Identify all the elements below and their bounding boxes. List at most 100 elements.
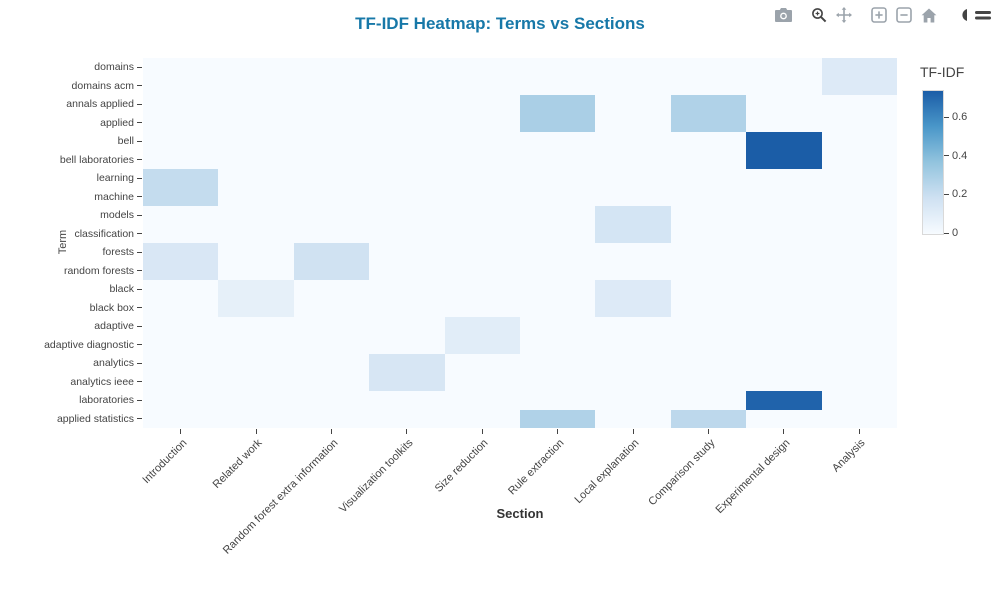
heatmap-cell[interactable] [218,261,294,280]
heatmap-cell[interactable] [444,391,520,410]
heatmap-cell[interactable] [444,206,520,225]
heatmap-cell[interactable] [821,409,897,428]
heatmap-cell[interactable] [821,206,897,225]
heatmap-cell[interactable] [670,335,747,354]
heatmap-cell[interactable] [520,113,596,132]
heatmap-cell[interactable] [369,391,445,410]
heatmap-cell[interactable] [821,261,897,280]
heatmap-cell[interactable] [369,150,445,169]
heatmap-cell[interactable] [444,113,520,132]
heatmap-cell[interactable] [444,354,520,373]
heatmap-cell[interactable] [444,187,520,206]
heatmap-cell[interactable] [444,317,520,336]
heatmap-cell[interactable] [595,317,671,336]
heatmap-cell[interactable] [218,187,294,206]
heatmap-cell[interactable] [821,224,897,243]
heatmap-cell[interactable] [746,58,822,77]
heatmap-cell[interactable] [143,280,219,299]
heatmap-cell[interactable] [444,95,520,114]
heatmap-cell[interactable] [143,335,219,354]
heatmap-cell[interactable] [595,206,671,225]
heatmap-cell[interactable] [821,113,897,132]
heatmap-cell[interactable] [821,187,897,206]
heatmap-cell[interactable] [595,187,671,206]
heatmap-cell[interactable] [143,243,219,262]
heatmap-cell[interactable] [143,150,219,169]
heatmap-cell[interactable] [218,169,294,188]
heatmap-cell[interactable] [746,206,822,225]
heatmap-cell[interactable] [444,58,520,77]
heatmap-cell[interactable] [369,58,445,77]
heatmap-cell[interactable] [143,113,219,132]
heatmap-cell[interactable] [218,113,294,132]
heatmap-cell[interactable] [746,243,822,262]
heatmap-cell[interactable] [369,76,445,95]
heatmap-cell[interactable] [821,317,897,336]
heatmap-cell[interactable] [746,298,822,317]
heatmap-cell[interactable] [293,335,370,354]
heatmap-cell[interactable] [444,76,520,95]
heatmap-cell[interactable] [293,354,370,373]
heatmap-cell[interactable] [293,243,370,262]
heatmap-cell[interactable] [444,132,520,151]
heatmap-cell[interactable] [369,132,445,151]
heatmap-cell[interactable] [369,335,445,354]
heatmap-cell[interactable] [293,76,370,95]
heatmap-cell[interactable] [746,224,822,243]
heatmap-cell[interactable] [595,409,671,428]
heatmap-cell[interactable] [520,372,596,391]
heatmap-cell[interactable] [670,206,747,225]
heatmap-cell[interactable] [143,298,219,317]
heatmap-cell[interactable] [520,335,596,354]
heatmap-cell[interactable] [595,243,671,262]
heatmap-cell[interactable] [746,354,822,373]
camera-icon[interactable] [774,7,793,23]
heatmap-cell[interactable] [444,150,520,169]
heatmap-cell[interactable] [143,261,219,280]
heatmap-cell[interactable] [369,113,445,132]
heatmap-cell[interactable] [369,95,445,114]
heatmap-cell[interactable] [218,391,294,410]
heatmap-cell[interactable] [293,187,370,206]
heatmap-cell[interactable] [218,132,294,151]
heatmap-cell[interactable] [670,280,747,299]
heatmap-cell[interactable] [369,298,445,317]
heatmap-cell[interactable] [821,391,897,410]
heatmap-cell[interactable] [595,335,671,354]
heatmap-cell[interactable] [746,150,822,169]
heatmap-cell[interactable] [746,335,822,354]
heatmap-cell[interactable] [520,95,596,114]
heatmap-cell[interactable] [821,372,897,391]
heatmap-cell[interactable] [595,391,671,410]
heatmap-cell[interactable] [520,280,596,299]
heatmap-cell[interactable] [670,187,747,206]
heatmap-cell[interactable] [218,224,294,243]
heatmap-cell[interactable] [218,58,294,77]
heatmap-cell[interactable] [143,187,219,206]
heatmap-cell[interactable] [444,261,520,280]
heatmap-cell[interactable] [746,113,822,132]
heatmap-cell[interactable] [746,409,822,428]
heatmap-cell[interactable] [520,243,596,262]
heatmap-cell[interactable] [293,409,370,428]
heatmap-cell[interactable] [444,224,520,243]
heatmap-cell[interactable] [670,261,747,280]
heatmap-cell[interactable] [821,169,897,188]
heatmap-cell[interactable] [444,409,520,428]
heatmap-cell[interactable] [595,132,671,151]
heatmap-cell[interactable] [520,206,596,225]
heatmap-cell[interactable] [670,76,747,95]
heatmap-cell[interactable] [520,354,596,373]
heatmap-cell[interactable] [520,317,596,336]
heatmap-cell[interactable] [369,409,445,428]
heatmap-cell[interactable] [595,95,671,114]
heatmap-cell[interactable] [746,317,822,336]
heatmap-cell[interactable] [218,280,294,299]
heatmap-cell[interactable] [520,58,596,77]
heatmap-cell[interactable] [293,132,370,151]
heatmap-cell[interactable] [143,391,219,410]
heatmap-cell[interactable] [293,224,370,243]
pan-icon[interactable] [834,7,853,23]
heatmap-cell[interactable] [670,113,747,132]
heatmap-cell[interactable] [293,95,370,114]
